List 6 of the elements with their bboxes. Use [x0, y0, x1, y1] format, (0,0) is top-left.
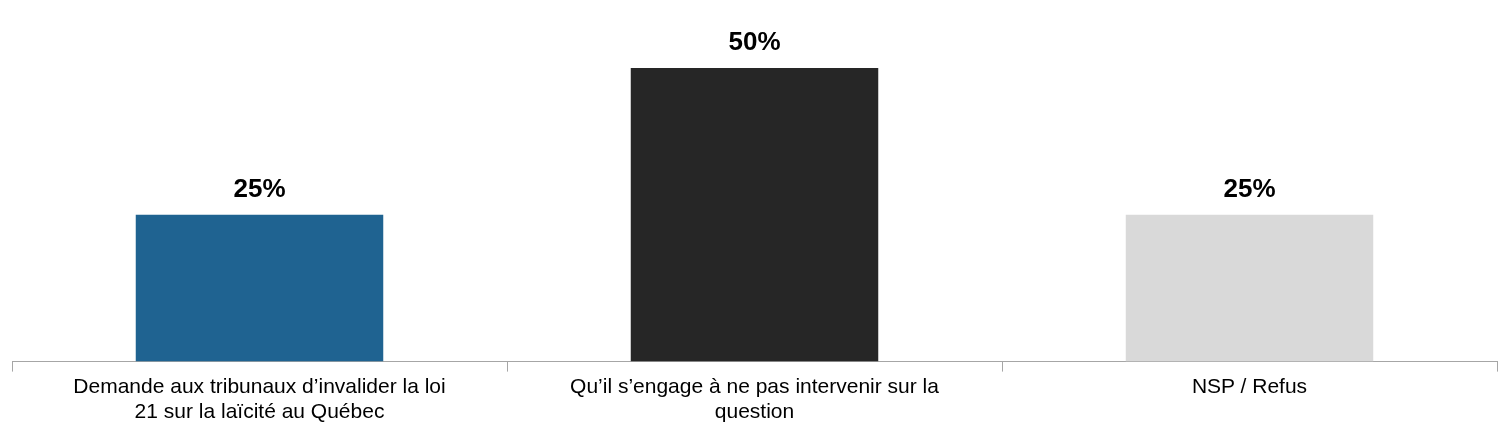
- x-tick-label: Qu’il s’engage à ne pas intervenir sur la question: [570, 374, 940, 423]
- data-label: 50%: [728, 26, 781, 57]
- data-label: 25%: [1223, 172, 1276, 203]
- x-tick-label: Demande aux tribunaux d’invalider la loi 21 sur la laïcité au Québec: [73, 374, 446, 423]
- x-tick-label: NSP / Refus: [1191, 374, 1308, 397]
- data-label: 25%: [233, 172, 286, 203]
